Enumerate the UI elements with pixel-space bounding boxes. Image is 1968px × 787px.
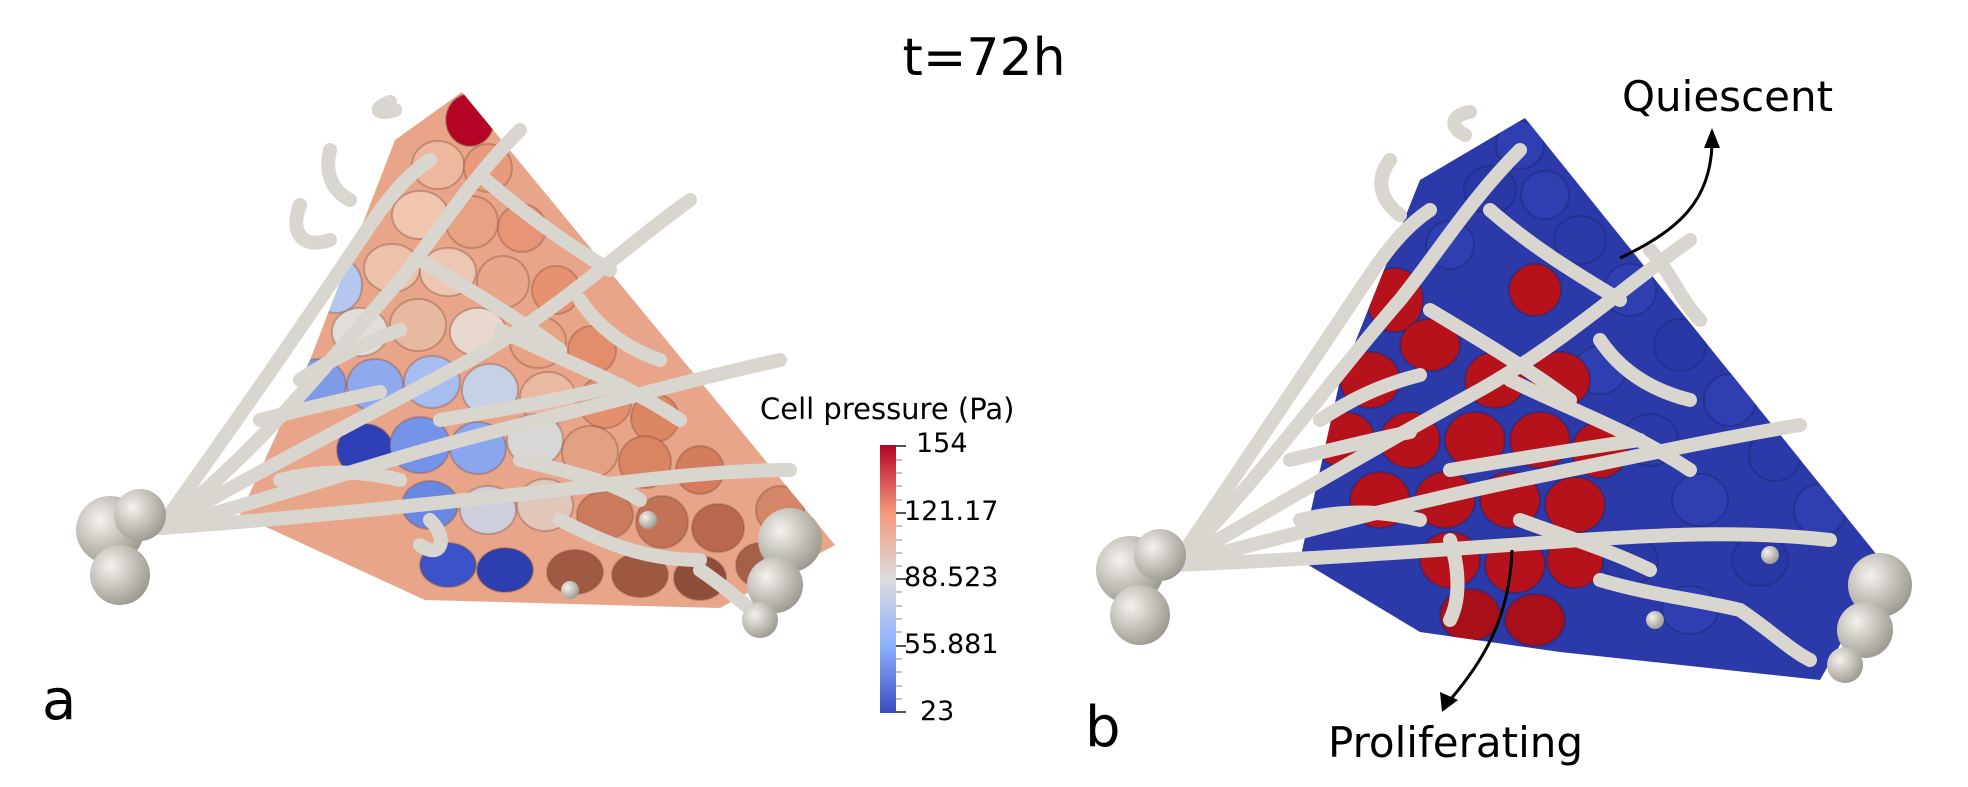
quiescent-label: Quiescent (1622, 72, 1834, 121)
colorbar-gradient (880, 445, 896, 713)
colorbar-tick-label: 154 (916, 428, 968, 459)
colorbar-tick-label: 23 (920, 696, 955, 727)
colorbar (880, 445, 906, 713)
panel-b-vessel-ends (1096, 529, 1912, 683)
panel-b-label: b (1085, 695, 1121, 760)
panel-a-label: a (42, 668, 77, 733)
figure-title: t=72h (902, 28, 1066, 88)
colorbar-tick-label: 88.523 (904, 562, 999, 593)
colorbar-minor-ticks (896, 459, 902, 700)
panel-a-vessel-ends (76, 489, 822, 638)
proliferating-arrow (1440, 549, 1514, 712)
quiescent-arrow (1619, 128, 1720, 260)
colorbar-ticks (896, 445, 906, 713)
colorbar-tick-label: 121.17 (904, 496, 999, 527)
colorbar-title: Cell pressure (Pa) (760, 392, 1015, 426)
panel-a-vessels (153, 95, 797, 627)
proliferating-label: Proliferating (1328, 718, 1584, 767)
colorbar-tick-label: 55.881 (904, 629, 999, 660)
panel-b-vessels (1168, 105, 1837, 667)
